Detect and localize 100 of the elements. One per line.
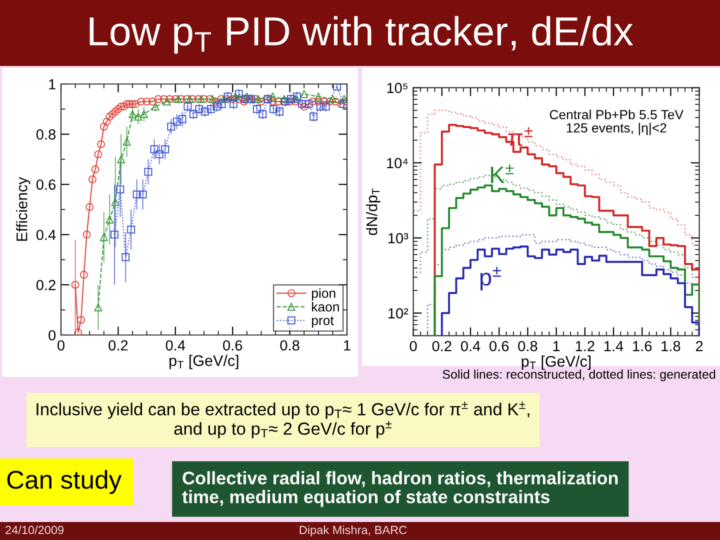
point	[326, 98, 334, 106]
point	[300, 90, 308, 98]
y-tick-label: 10²	[388, 308, 408, 319]
series-label: p$^{±}$	[480, 266, 501, 290]
point	[241, 95, 250, 104]
point	[131, 100, 140, 108]
point	[144, 168, 152, 176]
point	[195, 105, 204, 114]
point	[91, 165, 100, 174]
point	[102, 118, 111, 126]
point	[74, 328, 82, 335]
x-tick-label: 1.2	[576, 340, 594, 352]
point	[142, 98, 151, 106]
text: Inclusive yield can be extracted up to p$_{T}$≈ 1 GeV/c for π$^{±}$ and K$^{±}$, and up to p$_{T}$≈ 2 GeV/c for p$^{±}$	[36, 402, 530, 438]
x-tick-label: 1	[344, 340, 350, 350]
point	[314, 92, 322, 101]
x-axis-title: p$_{T}$ [GeV/c]	[170, 354, 238, 370]
point	[106, 216, 114, 224]
point	[310, 112, 318, 121]
point	[184, 102, 192, 111]
point	[177, 95, 186, 104]
y-tick-label: 10³	[388, 233, 408, 244]
text: Can study	[7, 470, 122, 494]
point	[155, 150, 164, 158]
point	[242, 92, 251, 101]
point	[274, 98, 282, 106]
point	[224, 92, 232, 101]
point	[254, 95, 262, 104]
point	[230, 100, 238, 108]
point	[132, 190, 141, 198]
point	[160, 95, 168, 104]
point	[286, 95, 295, 104]
series-label: π$^{±}$	[508, 127, 533, 146]
point	[140, 110, 148, 118]
point	[206, 105, 215, 114]
point	[234, 90, 243, 98]
point	[122, 100, 131, 108]
point	[340, 95, 347, 104]
point	[126, 100, 134, 108]
point	[108, 110, 116, 118]
point	[232, 92, 240, 101]
point	[340, 100, 347, 108]
y-tick-label: 10⁵	[387, 82, 408, 94]
point	[106, 112, 114, 121]
point	[134, 112, 142, 121]
x-tick-label: 0	[58, 340, 64, 351]
y-tick-label: 0.4	[36, 230, 56, 240]
point	[154, 95, 162, 104]
point	[71, 280, 80, 289]
point	[77, 316, 85, 324]
point	[94, 303, 102, 312]
y-axis-title: Efficiency	[16, 176, 30, 241]
point	[161, 145, 170, 154]
point	[117, 102, 126, 111]
y-tick-label: 1	[49, 79, 56, 90]
point	[116, 185, 124, 194]
y-tick-label: 0.2	[36, 280, 56, 290]
point	[100, 122, 108, 131]
point	[80, 270, 88, 279]
point	[86, 203, 94, 211]
point	[328, 95, 337, 104]
x-tick-label: 0.8	[518, 340, 538, 352]
point	[189, 110, 198, 118]
point	[120, 102, 128, 111]
text: 24/10/2009	[6, 525, 64, 534]
x-tick-label: 0.2	[108, 340, 128, 351]
x-tick-label: 1.8	[662, 340, 680, 352]
point	[211, 98, 220, 106]
point	[167, 122, 176, 131]
point	[194, 95, 202, 104]
point	[117, 155, 126, 164]
point	[94, 150, 102, 158]
point	[122, 253, 130, 262]
point	[110, 230, 118, 239]
point	[127, 226, 136, 234]
point	[320, 98, 328, 106]
point	[268, 92, 277, 101]
point	[171, 95, 180, 104]
y-axis-title: dN/dp$_{T}$	[366, 188, 380, 236]
text: Solid lines: reconstructed, dotted lines: generated	[442, 370, 716, 382]
point	[258, 110, 267, 118]
point	[162, 98, 171, 106]
point	[200, 95, 208, 104]
annotation: Central Pb+Pb 5.5 TeV 125 events, |η|<2	[550, 110, 684, 136]
x-tick-label: 1.4	[604, 341, 624, 352]
point	[200, 108, 209, 116]
y-tick-label: 0	[48, 330, 56, 340]
point	[252, 105, 261, 114]
legend-label: prot	[312, 316, 334, 328]
point	[151, 102, 160, 111]
point	[150, 145, 158, 154]
point	[82, 230, 91, 239]
point	[188, 95, 197, 104]
point	[208, 95, 217, 104]
x-tick-label: 1.6	[633, 340, 652, 352]
y-tick-label: 0.8	[36, 129, 56, 140]
point	[128, 100, 136, 108]
text: Dipak Mishra, BARC	[300, 525, 407, 537]
point	[333, 84, 341, 90]
point	[270, 105, 278, 114]
